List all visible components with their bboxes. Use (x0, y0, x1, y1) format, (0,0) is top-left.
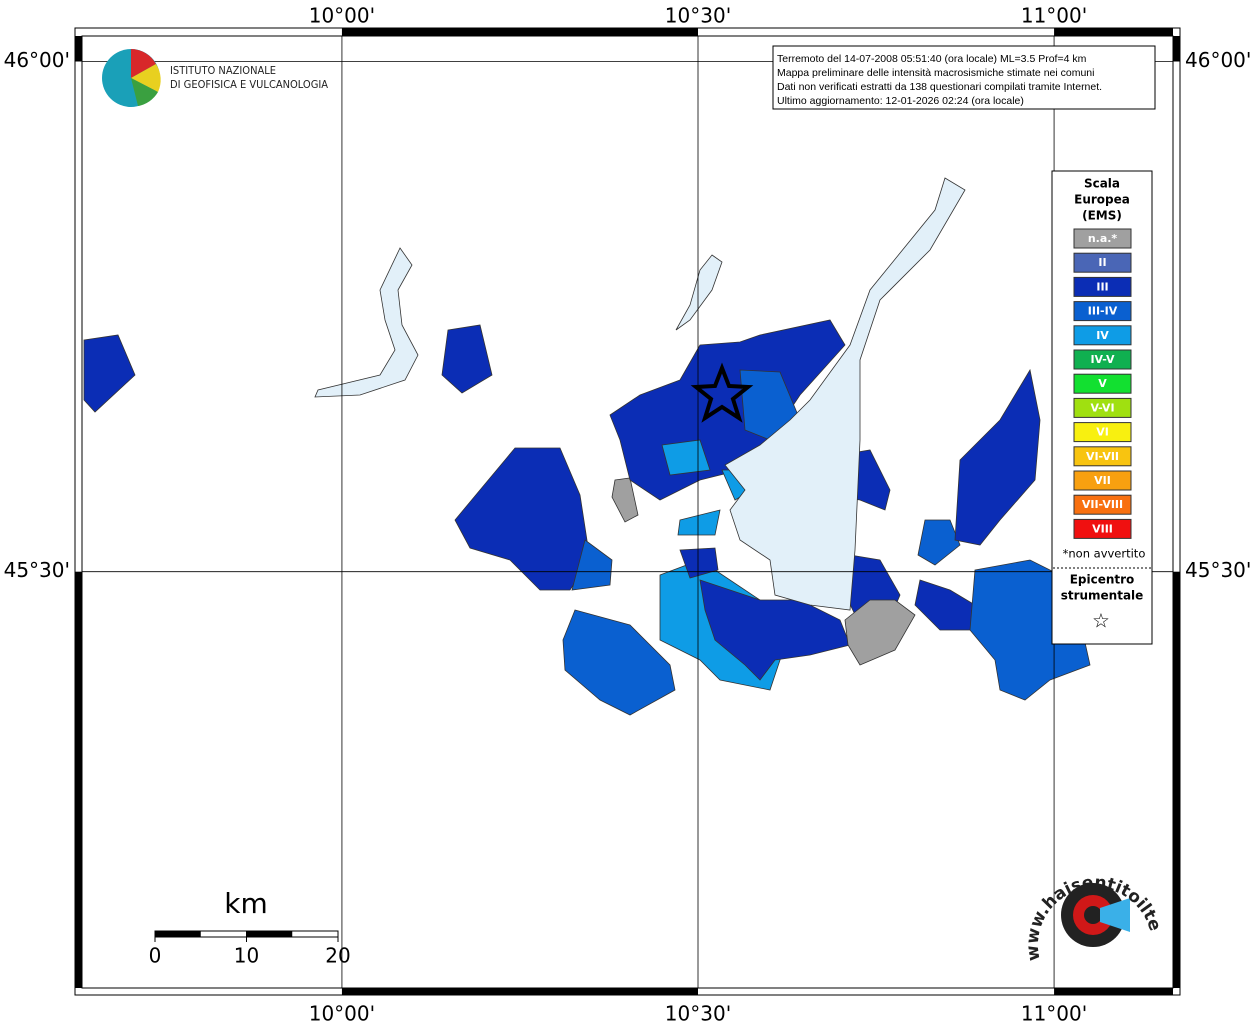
legend-label: IV (1096, 329, 1109, 342)
legend: ScalaEuropea(EMS)n.a.*IIIIIIII-IVIVIV-VV… (1051, 170, 1153, 645)
legend-swatch (1073, 228, 1132, 249)
legend-label: VIII (1092, 522, 1113, 535)
frame-bar (1054, 28, 1173, 36)
regions (83, 319, 1091, 716)
logo-text: DI GEOFISICA E VULCANOLOGIA (170, 78, 328, 91)
legend-swatch (1073, 470, 1132, 491)
epicenter-star (690, 362, 754, 423)
scale-bar-segment (246, 931, 293, 937)
lon-tick-label: 11°00' (1021, 1002, 1087, 1024)
frame-bar (341, 28, 699, 36)
frame-bar (1173, 571, 1180, 988)
region (611, 477, 639, 523)
legend-title: Europea (1074, 193, 1130, 207)
region (454, 447, 591, 591)
legend-swatch (1073, 276, 1132, 297)
lake (314, 247, 419, 398)
info-line: Mappa preliminare delle intensità macros… (777, 67, 1094, 79)
ingv-logo: ISTITUTO NAZIONALE DI GEOFISICA E VULCAN… (102, 49, 328, 107)
legend-swatch (1073, 373, 1132, 394)
scale-bar: km 0 10 20 (149, 887, 351, 968)
frame-bar (75, 571, 82, 988)
lat-tick-label: 45°30' (1185, 558, 1251, 582)
legend-title: Scala (1084, 177, 1120, 191)
region (917, 519, 961, 566)
legend-label: III (1096, 280, 1108, 293)
lat-tick-label: 46°00' (4, 48, 70, 72)
legend-label: II (1098, 256, 1106, 269)
scale-bar-segment (155, 931, 201, 937)
legend-swatch (1073, 494, 1132, 515)
scale-tick-label: 20 (325, 944, 350, 968)
legend-epicenter: strumentale (1061, 589, 1144, 603)
watermark-target (1084, 906, 1102, 924)
legend-label: IV-V (1090, 353, 1115, 366)
legend-epicenter: Epicentro (1070, 573, 1135, 587)
logo-text: ISTITUTO NAZIONALE (170, 64, 276, 77)
watermark-beam (1100, 898, 1130, 932)
logo-segment (131, 49, 156, 78)
lon-tick-label: 10°30' (665, 1002, 731, 1024)
legend-swatch (1073, 397, 1132, 418)
info-line: Ultimo aggiornamento: 12-01-2026 02:24 (… (777, 95, 1024, 107)
scale-unit: km (224, 887, 268, 920)
legend-swatch (1073, 252, 1132, 273)
lon-tick-label: 10°00' (309, 1002, 375, 1024)
frame-bars (75, 28, 1180, 995)
legend-title: (EMS) (1082, 209, 1122, 223)
legend-swatch (1073, 301, 1132, 322)
region (441, 324, 493, 394)
region (677, 509, 721, 536)
info-frame (772, 45, 1156, 110)
legend-label: VI-VII (1086, 450, 1119, 463)
region (83, 334, 136, 413)
frame-bar (1173, 36, 1180, 62)
lat-tick-label: 45°30' (4, 558, 70, 582)
legend-label: VII (1094, 474, 1111, 487)
legend-label: VI (1096, 426, 1109, 439)
legend-label: V-VI (1090, 401, 1114, 414)
legend-label: V (1098, 377, 1107, 390)
region (679, 547, 719, 579)
info-line: Terremoto del 14-07-2008 05:51:40 (ora l… (777, 53, 1087, 65)
info-box: Terremoto del 14-07-2008 05:51:40 (ora l… (772, 45, 1156, 110)
lat-tick-label: 46°00' (1185, 48, 1251, 72)
region (562, 609, 676, 716)
lon-tick-label: 10°30' (665, 4, 731, 28)
frame-bar (75, 36, 82, 62)
region (954, 368, 1041, 546)
region (571, 539, 613, 591)
lon-tick-label: 11°00' (1021, 4, 1087, 28)
legend-note: *non avvertito (1063, 547, 1146, 561)
legend-swatch (1073, 422, 1132, 443)
region (844, 599, 916, 666)
frame-bar (341, 988, 699, 995)
legend-swatch (1073, 325, 1132, 346)
legend-swatch (1073, 446, 1132, 467)
legend-swatch (1073, 349, 1132, 370)
legend-swatch (1073, 518, 1132, 539)
lon-tick-label: 10°00' (309, 4, 375, 28)
lake (724, 177, 966, 611)
legend-label: III-IV (1088, 305, 1118, 318)
legend-symbol: ☆ (1092, 609, 1110, 633)
info-line: Dati non verificati estratti da 138 ques… (777, 81, 1102, 93)
scale-tick-label: 0 (149, 944, 162, 968)
logo-segment (131, 64, 161, 92)
legend-label: VII-VIII (1082, 498, 1123, 511)
scale-tick-label: 10 (234, 944, 259, 968)
frame-bar (1054, 988, 1173, 995)
legend-label: n.a.* (1088, 232, 1118, 245)
logo-segment (131, 78, 158, 106)
